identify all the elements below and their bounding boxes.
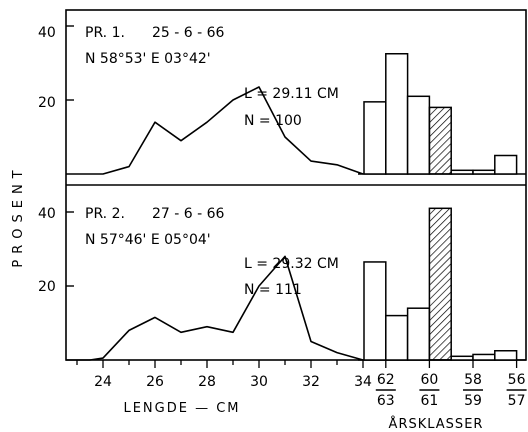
- class-label-top-58: 58: [464, 372, 482, 388]
- bar-p2-62-63: [363, 261, 387, 361]
- length-tick-label-26: 26: [146, 374, 164, 390]
- bar-p1-61-62: [385, 53, 409, 175]
- length-tick-label-28: 28: [198, 374, 216, 390]
- class-label-bottom-61: 61: [420, 393, 438, 409]
- class-label-bottom-57: 57: [508, 393, 526, 409]
- class-label-bottom-63: 63: [377, 393, 395, 409]
- ytick-label-top-20: 20: [38, 95, 56, 111]
- bar-p1-60-61: [406, 95, 431, 175]
- class-label-bottom-59: 59: [464, 393, 482, 409]
- ytick-label-top-40: 40: [38, 25, 56, 41]
- panel1-n: N = 100: [244, 113, 302, 129]
- bar-p1-58-59: [450, 169, 474, 175]
- length-tick-label-34: 34: [354, 374, 372, 390]
- class-label-top-56: 56: [508, 372, 526, 388]
- class-label-top-62: 62: [377, 372, 395, 388]
- ytick-label-bottom-20: 20: [38, 279, 56, 295]
- bar-p2-61-62: [385, 314, 409, 361]
- bar-p2-57-58: [472, 353, 496, 361]
- bar-p1-56-57: [494, 154, 518, 175]
- length-distribution-line-p2: [89, 255, 364, 361]
- bar-p2-56-57: [494, 350, 518, 361]
- x-axis-label-year-classes: ÅRSKLASSER: [389, 416, 484, 432]
- panel1-date: 25 - 6 - 66: [152, 25, 225, 41]
- ytick-label-bottom-40: 40: [38, 206, 56, 222]
- panel1-position: N 58°53' E 03°42': [85, 51, 211, 67]
- bar-p2-60-61: [406, 307, 431, 361]
- panel2-date: 27 - 6 - 66: [152, 206, 225, 222]
- bar-p2-59-60: [428, 207, 452, 361]
- x-axis-label-length: LENGDE — CM: [123, 401, 240, 416]
- bar-p2-58-59: [450, 355, 474, 361]
- panel2-mean-length: L = 29.32 CM: [244, 256, 339, 272]
- length-tick-label-30: 30: [250, 374, 268, 390]
- panel2-label: PR. 2.: [85, 206, 125, 222]
- bar-p1-59-60: [428, 106, 452, 175]
- panel1-mean-length: L = 29.11 CM: [244, 86, 339, 102]
- panel1-label: PR. 1.: [85, 25, 125, 41]
- class-label-top-60: 60: [420, 372, 438, 388]
- bar-p1-57-58: [472, 169, 496, 175]
- length-distribution-line-p1: [90, 86, 364, 175]
- bar-p1-62-63: [363, 101, 387, 175]
- length-tick-label-24: 24: [94, 374, 112, 390]
- y-axis-label: PROSENT: [11, 164, 26, 267]
- panel2-position: N 57°46' E 05°04': [85, 232, 211, 248]
- length-tick-label-32: 32: [302, 374, 320, 390]
